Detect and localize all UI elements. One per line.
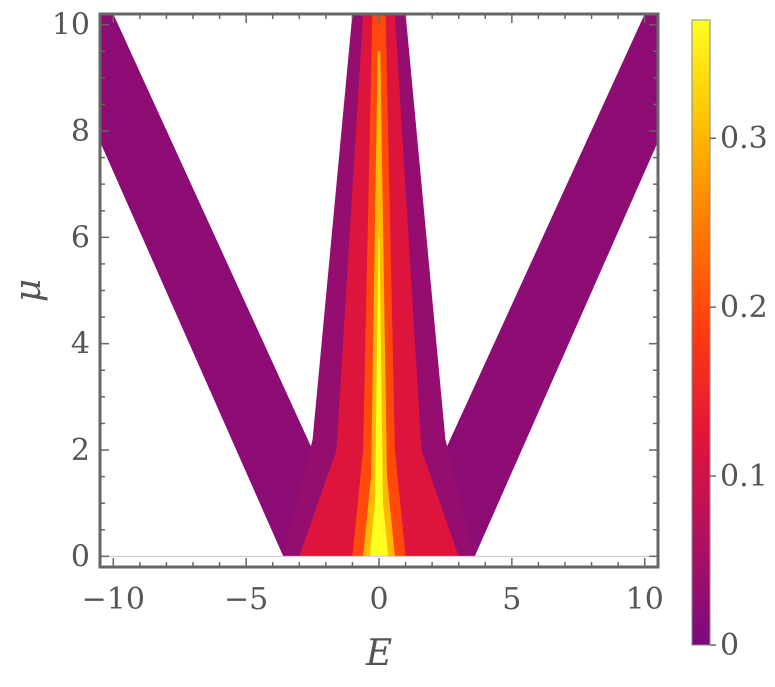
y-tick-label: 10 xyxy=(52,8,90,43)
x-tick-label: 0 xyxy=(369,582,388,617)
region-central-max xyxy=(369,237,389,557)
x-axis-label: E xyxy=(365,633,392,674)
colorbar xyxy=(691,19,711,646)
y-tick-label: 8 xyxy=(71,114,90,149)
y-tick-label: 2 xyxy=(71,433,90,468)
x-tick-label: 10 xyxy=(626,582,664,617)
region-right-outer-band xyxy=(445,14,658,557)
plot-regions xyxy=(100,14,658,557)
colorbar-tick-label: 0.2 xyxy=(720,290,768,325)
y-axis-label: μ xyxy=(8,279,49,302)
y-axis: 0 2 4 6 8 10 xyxy=(52,8,658,574)
y-tick-label: 6 xyxy=(71,220,90,255)
colorbar-tick-label: 0.1 xyxy=(720,459,768,494)
colorbar-ticks: 0 0.1 0.2 0.3 xyxy=(710,121,768,663)
colorbar-tick-label: 0.3 xyxy=(720,121,768,156)
x-tick-label: 5 xyxy=(502,582,521,617)
colorbar-tick-label: 0 xyxy=(720,628,739,663)
x-axis: −10 −5 0 5 10 xyxy=(82,14,664,617)
y-tick-label: 0 xyxy=(71,539,90,574)
x-tick-label: −10 xyxy=(82,582,145,617)
x-tick-label: −5 xyxy=(224,582,268,617)
y-tick-label: 4 xyxy=(71,327,90,362)
region-left-outer-band xyxy=(100,14,313,557)
